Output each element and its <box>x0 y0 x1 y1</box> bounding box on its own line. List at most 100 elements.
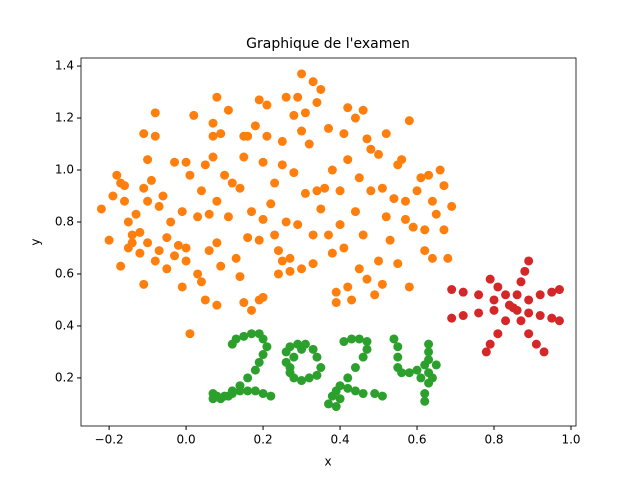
point <box>447 285 457 295</box>
point <box>112 170 122 180</box>
point <box>212 300 222 310</box>
x-tick-label: 0.0 <box>177 433 196 447</box>
point <box>404 116 414 126</box>
point <box>293 220 303 230</box>
point <box>312 97 322 107</box>
point <box>170 157 180 167</box>
point <box>327 248 337 258</box>
point <box>397 368 407 378</box>
point <box>308 230 318 240</box>
point <box>162 233 172 243</box>
point <box>354 173 364 183</box>
point <box>258 157 268 167</box>
point <box>196 186 206 196</box>
point <box>370 290 380 300</box>
point <box>331 386 341 396</box>
point <box>393 352 403 362</box>
y-tick-label: 1.2 <box>55 111 74 125</box>
point <box>231 253 241 263</box>
point <box>254 235 264 245</box>
point <box>227 178 237 188</box>
point <box>300 108 310 118</box>
point <box>431 360 441 370</box>
point <box>547 287 557 297</box>
point <box>335 394 345 404</box>
point <box>273 246 283 256</box>
point <box>339 129 349 139</box>
point <box>235 183 245 193</box>
point <box>362 134 372 144</box>
point <box>270 178 280 188</box>
point <box>420 246 430 256</box>
point <box>412 365 422 375</box>
point <box>277 160 287 170</box>
point <box>154 201 164 211</box>
point <box>366 186 376 196</box>
point <box>524 256 534 266</box>
point <box>374 256 384 266</box>
point <box>308 344 318 354</box>
point <box>501 290 511 300</box>
point <box>239 298 249 308</box>
point <box>354 264 364 274</box>
point <box>143 196 153 206</box>
point <box>493 282 503 292</box>
point <box>258 214 268 224</box>
point <box>135 248 145 258</box>
point <box>347 295 357 305</box>
point <box>227 389 237 399</box>
point <box>200 160 210 170</box>
point <box>123 217 133 227</box>
point <box>324 230 333 240</box>
point <box>485 339 495 349</box>
point <box>281 92 291 102</box>
point <box>297 126 307 136</box>
point <box>104 235 114 245</box>
point <box>474 290 484 300</box>
point <box>343 282 353 292</box>
point <box>281 217 291 227</box>
point <box>181 243 191 253</box>
point <box>139 183 149 193</box>
point <box>139 279 149 289</box>
point <box>146 175 156 185</box>
point <box>250 121 260 131</box>
point <box>335 186 345 196</box>
y-tick-label: 0.2 <box>55 370 74 384</box>
point <box>243 386 253 396</box>
point <box>127 238 137 248</box>
point <box>539 347 549 357</box>
point <box>162 264 172 274</box>
point <box>247 207 257 217</box>
point <box>347 334 357 344</box>
point <box>266 391 276 401</box>
point <box>108 191 118 201</box>
point <box>181 256 191 266</box>
point <box>181 157 191 167</box>
point <box>216 394 226 404</box>
point <box>400 196 410 206</box>
point <box>424 170 434 180</box>
point <box>381 129 391 139</box>
point <box>273 269 283 279</box>
point <box>208 118 218 128</box>
point <box>350 363 360 373</box>
point <box>266 199 276 209</box>
point <box>193 269 203 279</box>
point <box>370 389 380 399</box>
point <box>358 352 368 362</box>
point <box>185 329 195 339</box>
point <box>427 253 437 263</box>
point <box>239 152 249 162</box>
point <box>139 129 149 139</box>
y-tick-label: 1.0 <box>55 163 74 177</box>
point <box>308 259 318 269</box>
x-tick-label: 0.2 <box>254 433 273 447</box>
point <box>297 69 307 79</box>
point <box>158 191 168 201</box>
point <box>520 266 530 276</box>
point <box>554 285 564 295</box>
point <box>316 363 326 373</box>
